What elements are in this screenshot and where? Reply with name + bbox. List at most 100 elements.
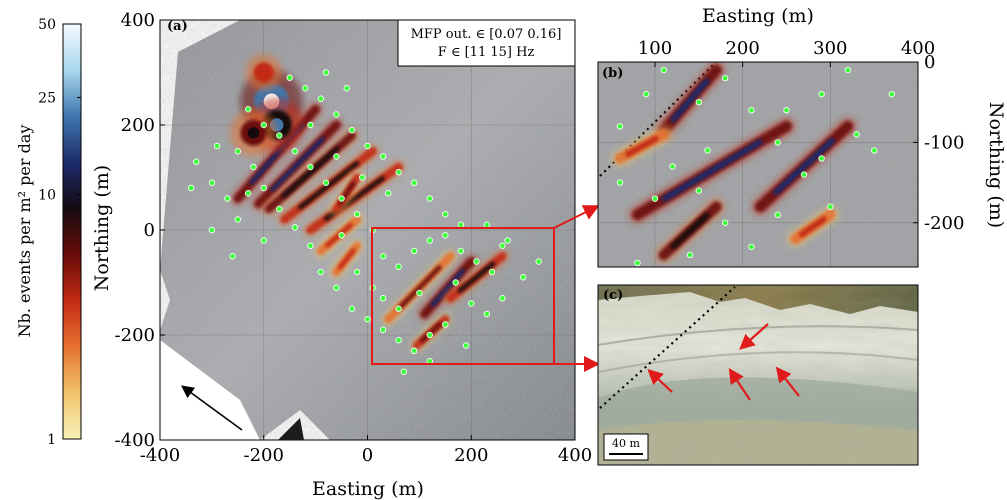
station-marker xyxy=(317,268,325,276)
station-marker xyxy=(853,131,860,138)
station-marker xyxy=(535,258,542,265)
crevasse-band-core xyxy=(430,268,466,307)
station-marker xyxy=(800,171,808,178)
y-tick-label: -200 xyxy=(115,325,155,346)
axis-ticks-a: -400 -200 0 200 400 400 200 0 -200 -400 xyxy=(115,10,593,466)
station-marker xyxy=(250,163,257,171)
station-marker xyxy=(333,111,340,118)
panel-b-label: (b) xyxy=(602,66,623,81)
station-marker xyxy=(748,243,755,251)
x-tick-label: -400 xyxy=(140,445,180,466)
station-marker xyxy=(260,184,267,192)
colorbar-tick-label: 50 xyxy=(38,17,56,33)
station-marker xyxy=(888,90,895,98)
station-marker xyxy=(748,107,755,114)
x-tick-label: 300 xyxy=(813,38,847,59)
colorbar-bar xyxy=(62,23,82,440)
station-marker xyxy=(322,179,330,186)
station-marker xyxy=(208,179,216,186)
crevasse-band-core xyxy=(661,139,763,202)
station-marker xyxy=(410,247,418,255)
colorbar: 50 25 10 1 Nb. events per m² per day xyxy=(15,17,82,448)
panel-b-xlabel: Easting (m) xyxy=(702,5,814,27)
crevasse-arrows xyxy=(647,323,800,401)
y-tick-label: -200 xyxy=(924,213,964,234)
crevasse-band-core xyxy=(773,137,835,196)
station-marker xyxy=(634,259,641,267)
panel-b-ylabel: Northing (m) xyxy=(985,102,1007,228)
station-marker xyxy=(229,253,236,260)
station-marker xyxy=(234,216,242,223)
x-tick-label: 200 xyxy=(725,38,759,59)
station-marker xyxy=(686,251,694,259)
station-marker xyxy=(333,284,340,291)
station-marker xyxy=(353,268,361,276)
station-marker xyxy=(400,368,408,375)
panel-c-label: (c) xyxy=(603,288,623,303)
station-marker xyxy=(462,342,470,349)
flow-direction-arrow xyxy=(180,385,243,431)
legend-line-1: MFP out. ∈ [0.07 0.16] xyxy=(411,27,562,42)
panel-c: (c) 40 m xyxy=(597,284,919,466)
station-marker xyxy=(426,331,433,339)
station-marker xyxy=(302,85,309,92)
station-marker xyxy=(442,321,449,328)
station-marker xyxy=(504,237,511,244)
station-marker xyxy=(379,153,387,160)
station-marker xyxy=(395,337,402,344)
station-marker xyxy=(244,106,252,113)
station-marker xyxy=(774,211,781,218)
station-marker xyxy=(442,211,449,218)
station-marker xyxy=(244,190,252,197)
station-marker xyxy=(224,195,231,202)
station-marker xyxy=(322,69,330,76)
station-marker xyxy=(616,179,624,186)
hotspot-core xyxy=(259,67,269,78)
zoom-connector-b xyxy=(553,205,600,229)
station-marker xyxy=(260,237,267,244)
station-marker xyxy=(695,98,703,106)
colorbar-tick-label: 1 xyxy=(47,432,56,448)
station-marker xyxy=(291,224,299,231)
scalebar-label: 40 m xyxy=(612,437,640,450)
station-marker xyxy=(783,107,790,114)
scalebar: 40 m xyxy=(603,433,649,461)
station-marker xyxy=(286,74,293,81)
station-marker xyxy=(669,163,676,170)
crevasse-band-core xyxy=(397,265,442,311)
station-marker xyxy=(695,187,703,194)
station-marker xyxy=(338,232,345,239)
crevasse-arrow-1 xyxy=(739,323,769,350)
station-marker xyxy=(468,300,475,307)
x-tick-label: 100 xyxy=(638,38,672,59)
grid-a xyxy=(160,20,575,440)
crevasse-band-core xyxy=(625,135,659,157)
station-marker xyxy=(379,326,387,333)
station-marker xyxy=(276,205,283,213)
y-tick-label: 400 xyxy=(121,10,155,31)
station-marker xyxy=(364,316,371,323)
panel-a-ylabel: Northing (m) xyxy=(91,165,113,291)
station-marker xyxy=(395,169,402,176)
station-marker xyxy=(499,242,506,249)
station-marker xyxy=(379,253,387,260)
colorbar-label: Nb. events per m² per day xyxy=(15,125,34,338)
station-marker xyxy=(483,221,491,228)
station-marker xyxy=(483,310,491,318)
station-marker xyxy=(704,147,711,154)
crevasse-band-core xyxy=(670,212,710,250)
station-marker xyxy=(426,237,433,244)
panel-a-label: (a) xyxy=(167,19,188,34)
station-marker xyxy=(416,289,423,297)
station-marker xyxy=(307,242,314,249)
station-marker xyxy=(651,195,659,202)
station-marker xyxy=(395,305,402,312)
station-marker xyxy=(452,279,459,286)
panel-a: (a) MFP out. ∈ [0.07 0.16] F ∈ [11 15] H… xyxy=(91,10,592,500)
y-tick-label: 0 xyxy=(144,220,155,241)
station-marker xyxy=(307,163,314,171)
panel-a-xlabel: Easting (m) xyxy=(312,478,424,500)
